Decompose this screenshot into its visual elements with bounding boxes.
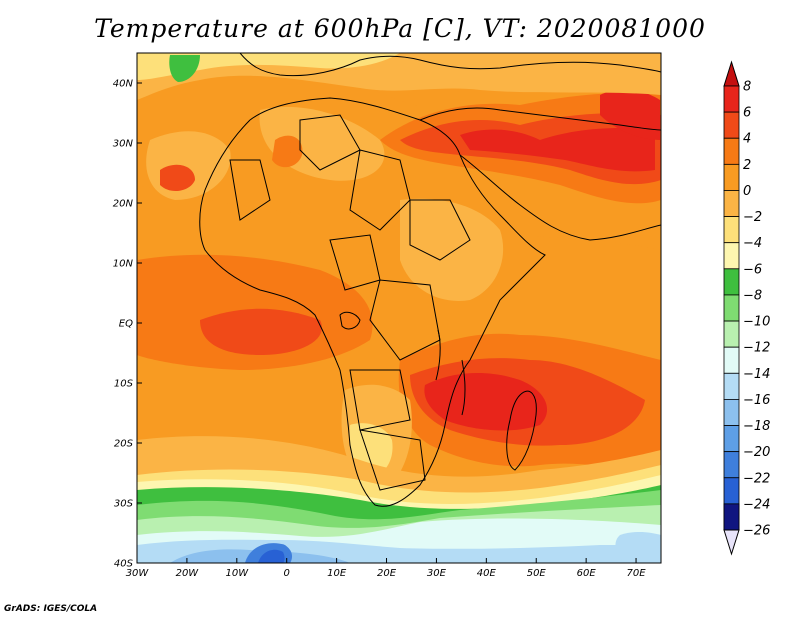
map-title: Temperature at 600hPa [C], VT: 202008100… <box>94 14 706 43</box>
y-axis: 40N 30N 20N 10N EQ 10S 20S 30S 40S <box>113 79 142 570</box>
plot-frame <box>136 52 662 564</box>
colorbar-level-label: −2 <box>743 210 762 225</box>
colorbar-level-label: 4 <box>743 132 751 147</box>
colorbar-level-label: −24 <box>743 497 770 512</box>
colorbar-swatch <box>723 85 740 113</box>
colorbar-level-label: −10 <box>743 315 770 330</box>
x-tick-label: 10W <box>225 568 249 579</box>
x-tick-label: 40E <box>477 568 497 579</box>
y-tick-label: 40S <box>114 559 134 570</box>
x-tick-label: 20E <box>377 568 397 579</box>
colorbar-swatch <box>723 477 740 505</box>
x-tick-label: 20W <box>176 568 200 579</box>
colorbar-swatch <box>723 372 740 400</box>
y-tick-label: 20N <box>113 199 134 210</box>
x-tick-label: 70E <box>627 568 647 579</box>
y-tick-label: 40N <box>113 79 134 90</box>
colorbar-level-label: −14 <box>743 367 770 382</box>
colorbar-level-label: −20 <box>743 445 770 460</box>
colorbar-swatch <box>723 425 740 453</box>
colorbar-swatch <box>723 346 740 374</box>
y-tick-label: 30N <box>113 139 134 150</box>
x-axis: 30W 20W 10W 0 10E 20E 30E 40E 50E 60E 70E <box>126 558 647 579</box>
x-tick-label: 30E <box>427 568 447 579</box>
colorbar-level-label: −12 <box>743 341 770 356</box>
x-tick-label: 0 <box>284 568 290 579</box>
colorbar-level-label: 8 <box>743 80 751 95</box>
colorbar-swatch <box>723 399 740 426</box>
colorbar-swatch <box>723 163 740 191</box>
colorbar-level-label: 2 <box>743 158 751 173</box>
y-tick-label: EQ <box>119 319 133 330</box>
colorbar-swatch <box>723 190 740 217</box>
colorbar-level-label: −16 <box>743 393 770 408</box>
colorbar-swatch <box>723 242 740 270</box>
colorbar-swatch <box>723 216 740 244</box>
colorbar-swatch <box>723 111 740 139</box>
x-tick-label: 50E <box>527 568 547 579</box>
temperature-field <box>137 53 661 563</box>
colorbar-top-arrow <box>723 60 740 87</box>
y-tick-label: 10N <box>113 259 134 270</box>
coastlines <box>199 53 661 507</box>
colorbar-level-label: −4 <box>743 236 762 251</box>
y-tick-label: 20S <box>114 439 134 450</box>
colorbar-swatch <box>723 294 740 322</box>
colorbar-swatch <box>723 268 740 296</box>
colorbar-swatch <box>723 137 740 165</box>
colorbar-level-label: 6 <box>743 106 751 121</box>
colorbar-swatch <box>723 503 740 531</box>
colorbar-level-label: 0 <box>743 184 751 199</box>
colorbar-swatch <box>723 451 740 479</box>
colorbar-level-label: −22 <box>743 471 770 486</box>
colorbar-level-label: −18 <box>743 419 770 434</box>
x-tick-label: 60E <box>577 568 597 579</box>
colorbar-bottom-arrow <box>723 529 740 556</box>
y-tick-label: 10S <box>114 379 134 390</box>
y-tick-label: 30S <box>114 499 134 510</box>
x-tick-label: 10E <box>327 568 347 579</box>
colorbar: 8 6 4 2 0 −2 −4 −6 −8 −10 −12 −14 −16 −18 −20 −22 −24 −26 <box>723 60 770 556</box>
colorbar-level-label: −6 <box>743 262 762 277</box>
x-tick-label: 30W <box>126 568 150 579</box>
colorbar-level-label: −8 <box>743 288 762 303</box>
grads-credit: GrADS: IGES/COLA <box>4 604 98 614</box>
colorbar-level-label: −26 <box>743 524 770 539</box>
colorbar-swatch <box>723 320 740 348</box>
